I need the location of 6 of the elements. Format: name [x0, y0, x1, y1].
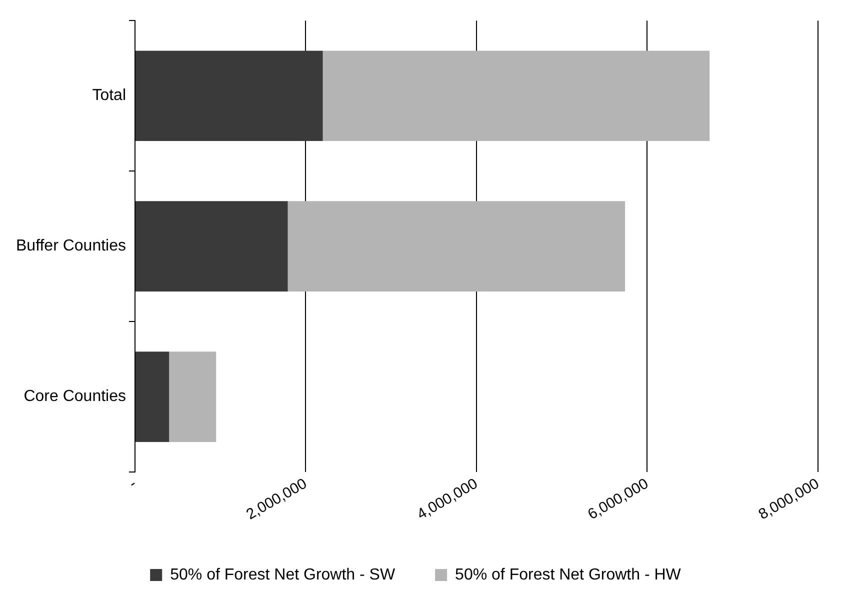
legend-label: 50% of Forest Net Growth - SW [170, 566, 396, 584]
y-tick-label: Buffer Counties [16, 238, 126, 255]
y-tick-label: Total [92, 87, 126, 104]
legend-label: 50% of Forest Net Growth - HW [455, 566, 682, 584]
y-tick-label: Core Counties [24, 388, 126, 406]
x-tick-label: - [126, 475, 140, 492]
